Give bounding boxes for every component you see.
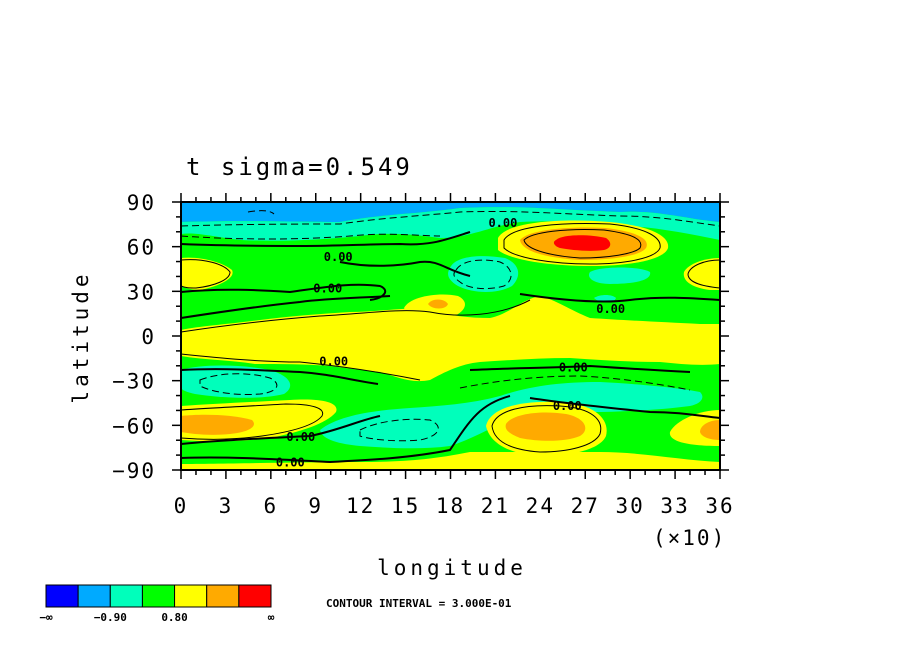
fill-orange-blob-17 [428,299,448,309]
fill-yellow-equator [181,296,720,382]
contour-solid-1 [181,231,471,248]
colorbar-swatch [109,584,143,608]
colorbar-swatch [206,584,240,608]
fill-orange-s-center [505,412,586,441]
y-axis-label: latitude [69,270,93,403]
colorbar-label: ∞ [268,611,275,624]
fill-yellow-south-polar [181,452,720,470]
fill-red-ne [553,235,611,251]
contour-dash-7 [247,210,275,215]
contour-thin-sw [181,403,324,440]
y-tick-label: 0 [141,325,156,349]
colorbar-labels: −∞ −0.90 0.80 ∞ [39,611,274,624]
contour-value-label: 0.00 [276,456,305,470]
fill-cyan-blob-1 [448,256,519,292]
contour-dash-2 [181,233,441,240]
chart-title: t sigma=0.549 [186,153,413,181]
x-tick-label: 3 [219,494,234,518]
y-tick-label: −90 [112,459,156,483]
colorbar-swatch [141,584,176,608]
contour-dash-6 [359,418,439,442]
contour-solid-7 [469,364,691,373]
y-tick-label: −30 [112,370,156,394]
contour-value-label: 0.00 [559,360,588,374]
x-tick-labels: 0 3 6 9 12 15 18 21 24 27 30 33 36 [174,494,734,518]
x-tick-label: 24 [526,494,555,518]
contour-value-label: 0.00 [313,281,342,295]
contour-thin-nw [181,259,231,289]
contour-dash-1 [181,210,720,227]
contour-dash-3 [453,259,512,290]
colorbar-label: −∞ [39,611,53,624]
contour-solid-2 [181,283,387,301]
contour-negative-lines [181,210,720,442]
x-tick-label: 21 [481,494,510,518]
contour-thin-eq-2 [181,353,421,381]
contour-solid-10 [529,397,720,419]
contour-dash-4 [199,373,278,395]
contour-thin-ne-2 [523,229,642,259]
x-tick-label: 33 [660,494,689,518]
contour-solid-8 [181,415,381,445]
colorbar [45,584,272,608]
contour-dash-5 [459,375,691,391]
contour-thin-s-1 [491,405,602,453]
colorbar-swatch [238,584,272,608]
contour-labels: 0.00 0.00 0.00 0.00 0.00 0.00 0.00 0.00 0.00 [276,216,625,470]
colorbar-swatch [45,584,79,608]
x-tick-label: 6 [264,494,279,518]
x-tick-label: 9 [308,494,323,518]
colorbar-label: 0.80 [161,611,188,624]
colorbar-swatch [77,584,111,608]
y-tick-label: 30 [127,280,156,304]
fill-orange-se [700,420,720,440]
contour-solid-5 [519,293,720,303]
contour-value-label: 0.00 [553,399,582,413]
contour-solid-3 [181,295,391,319]
contour-value-label: 0.00 [596,302,625,316]
contour-lines [181,223,720,464]
colorbar-label: −0.90 [94,611,127,624]
contour-solid-4 [339,260,471,277]
colorbar-swatch [174,584,208,608]
contour-thin-ne-1 [503,223,661,265]
x-tick-label: 15 [391,494,420,518]
fill-orange-sw [181,414,254,435]
x-tick-label: 30 [616,494,645,518]
x-tick-label: 0 [174,494,189,518]
contour-value-label: 0.00 [319,354,348,368]
x-axis-label: longitude [377,556,527,580]
y-tick-label: 90 [127,191,156,215]
fill-cyan-north [181,207,720,241]
fill-cyan-sw [181,365,291,398]
contour-interval-note: CONTOUR INTERVAL = 3.000E-01 [326,597,512,610]
contour-solid-9 [181,395,511,464]
contour-thin-ne-edge [687,259,720,289]
fill-blue-north [181,202,720,222]
contour-fill-layer [181,202,720,470]
fill-cyan-blob-2 [588,267,651,284]
x-tick-label: 36 [705,494,734,518]
contour-value-label: 0.00 [286,430,315,444]
contour-value-label: 0.00 [488,216,517,230]
contour-solid-6 [181,368,379,385]
contour-thin-eq [181,299,531,333]
y-tick-label: −60 [112,414,156,438]
x-tick-label: 27 [571,494,600,518]
x-multiplier-label: (×10) [653,526,726,550]
axis-ticks [172,193,729,479]
contour-value-label: 0.00 [324,250,353,264]
x-tick-label: 12 [346,494,375,518]
x-tick-label: 18 [436,494,465,518]
y-tick-label: 60 [127,236,156,260]
y-tick-labels: 90 60 30 0 −30 −60 −90 [112,191,156,483]
fill-yellow-east [683,258,720,290]
